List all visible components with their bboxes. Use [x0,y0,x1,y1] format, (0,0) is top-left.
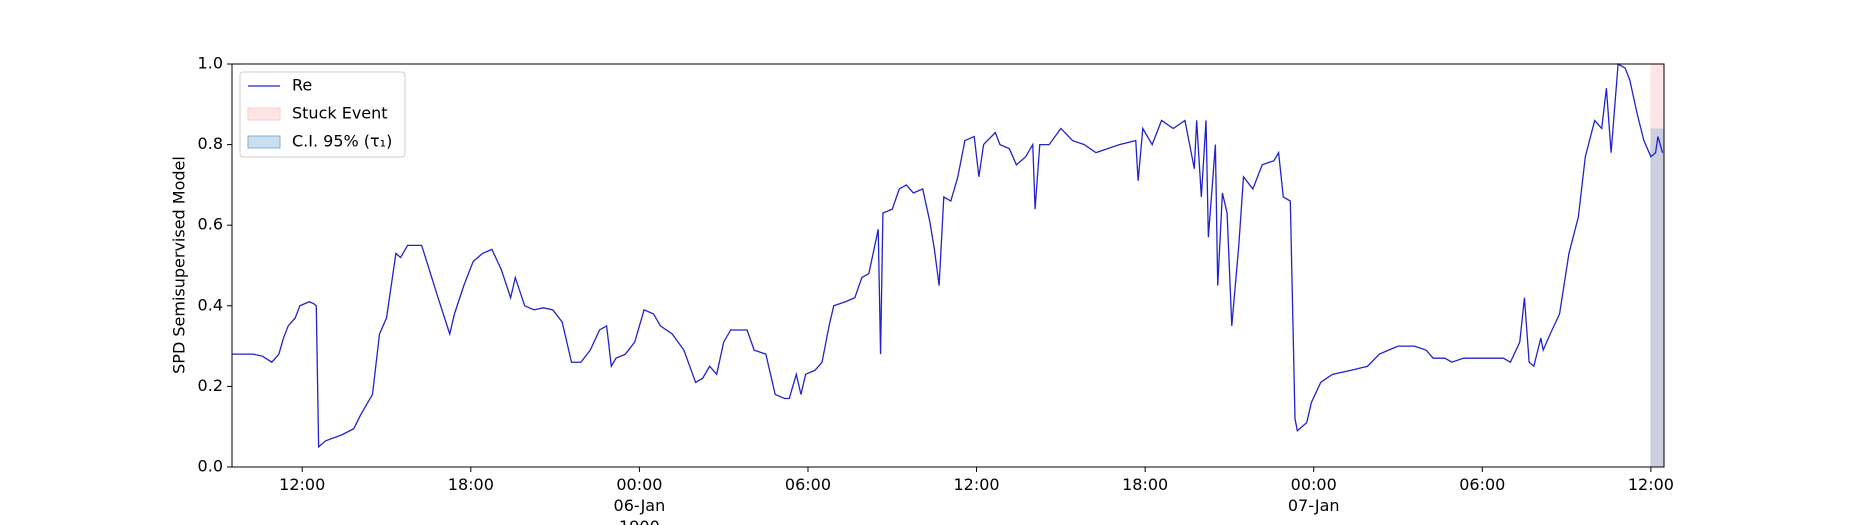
legend-label: Stuck Event [292,104,388,123]
legend-box [239,71,406,158]
y-tick-label: 0.8 [198,134,223,153]
x-tick-label: 12:00 [279,475,325,494]
y-tick-label: 0.2 [198,376,223,395]
region [1650,128,1664,468]
y-axis-label: SPD Semisupervised Model [170,156,189,374]
y-tick-label: 0.4 [198,295,223,314]
x-tick-label: 12:00 [954,475,1000,494]
plot-frame [231,63,1665,468]
legend-label: C.I. 95% (τ₁) [292,132,392,151]
y-tick-label: 0.6 [198,215,223,234]
x-tick-label: 00:00 07-Jan [1288,475,1340,515]
legend-swatch [247,135,281,149]
x-tick-label: 18:00 [1122,475,1168,494]
x-tick-label: 12:00 [1628,475,1674,494]
y-tick-label: 0.0 [198,457,223,476]
region [1650,64,1664,467]
legend-label: Re [292,76,312,95]
legend: Re Stuck Event C.I. 95% (τ₁) [239,71,406,158]
x-tick-label: 06:00 [1459,475,1505,494]
x-tick-label: 18:00 [448,475,494,494]
x-tick-label: 06:00 [785,475,831,494]
series-line [232,62,1664,449]
legend-swatch [247,107,281,121]
y-tick-label: 1.0 [198,54,223,73]
